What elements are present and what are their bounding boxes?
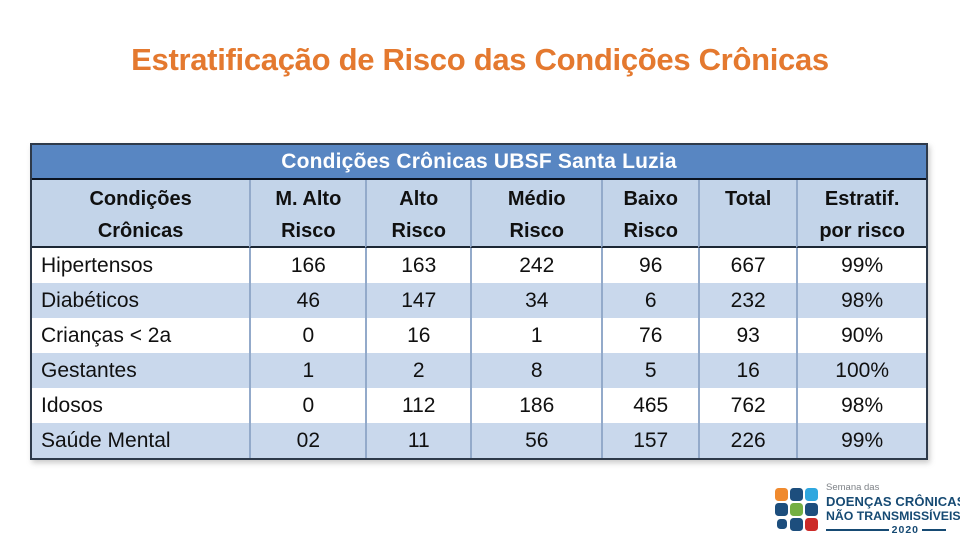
table-cell: 11 [365, 423, 471, 458]
table-cell: 16 [365, 318, 471, 353]
logo-tagline: Semana das [826, 482, 880, 493]
table-cell: Saúde Mental [32, 423, 250, 458]
mosaic-square-orange [775, 487, 788, 501]
table-cell: 147 [365, 283, 471, 318]
column-header-medio-risco: Médio Risco [470, 180, 602, 248]
logo-text: Semana das DOENÇAS CRÔNICAS NÃO TRANSMIS… [826, 482, 960, 536]
table-cell: Hipertensos [32, 248, 250, 283]
table-cell: 56 [470, 423, 602, 458]
table-cell: 90% [796, 318, 926, 353]
mosaic-square-navy [805, 502, 818, 516]
table-cell: 226 [698, 423, 797, 458]
table-cell: 93 [698, 318, 797, 353]
table-cell: 2 [365, 353, 471, 388]
table-cell: Idosos [32, 388, 250, 423]
table-cell: 166 [249, 248, 366, 283]
table-cell: 96 [601, 248, 698, 283]
year-divider-line [826, 529, 889, 531]
table-cell: 186 [470, 388, 602, 423]
mosaic-square-navy [775, 502, 788, 516]
mosaic-square-green [790, 502, 803, 516]
table-cell: 667 [698, 248, 797, 283]
table-cell: 157 [601, 423, 698, 458]
table-cell: 02 [249, 423, 366, 458]
table-cell: 46 [249, 283, 366, 318]
table-cell: 76 [601, 318, 698, 353]
mosaic-square-navy-small [776, 519, 787, 529]
table-cell: 99% [796, 423, 926, 458]
table-cell: 98% [796, 388, 926, 423]
table-cell: 1 [470, 318, 602, 353]
table-cell: 465 [601, 388, 698, 423]
logo-year: 2020 [891, 524, 919, 536]
campaign-logo: Semana das DOENÇAS CRÔNICAS NÃO TRANSMIS… [775, 482, 960, 536]
table-cell: Diabéticos [32, 283, 250, 318]
mosaic-square-navy [790, 487, 803, 501]
table-cell: 0 [249, 318, 366, 353]
table-cell: 232 [698, 283, 797, 318]
table-cell: Gestantes [32, 353, 250, 388]
table-cell: 112 [365, 388, 471, 423]
mosaic-square-red [805, 517, 818, 531]
table-cell: 5 [601, 353, 698, 388]
column-header-condicoes: Condições Crônicas [32, 180, 250, 248]
table-cell: 98% [796, 283, 926, 318]
logo-title-line2: NÃO TRANSMISSÍVEIS [826, 509, 960, 523]
logo-title-line1: DOENÇAS CRÔNICAS [826, 494, 960, 509]
table-cell: Crianças < 2a [32, 318, 250, 353]
column-header-baixo-risco: Baixo Risco [601, 180, 698, 248]
table-cell: 34 [470, 283, 602, 318]
table-cell: 762 [698, 388, 797, 423]
column-header-estratif: Estratif. por risco [796, 180, 926, 248]
table-title: Condições Crônicas UBSF Santa Luzia [32, 145, 926, 180]
column-header-alto-risco: Alto Risco [365, 180, 471, 248]
table-cell: 99% [796, 248, 926, 283]
slide-title: Estratificação de Risco das Condições Cr… [131, 42, 829, 77]
mosaic-square-cyan [805, 487, 818, 501]
year-divider-line [922, 529, 946, 531]
mosaic-squares-icon [775, 487, 818, 531]
table-cell: 163 [365, 248, 471, 283]
table-cell: 6 [601, 283, 698, 318]
column-header-m-alto-risco: M. Alto Risco [249, 180, 366, 248]
column-header-total: Total [698, 180, 797, 248]
logo-year-row: 2020 [826, 524, 946, 536]
table-cell: 16 [698, 353, 797, 388]
mosaic-square-navy [790, 517, 803, 531]
table-grid: Condições Crônicas M. Alto Risco Alto Ri… [32, 180, 926, 458]
table-cell: 0 [249, 388, 366, 423]
risk-stratification-table: Condições Crônicas UBSF Santa Luzia Cond… [30, 143, 928, 460]
table-cell: 1 [249, 353, 366, 388]
table-cell: 242 [470, 248, 602, 283]
table-cell: 8 [470, 353, 602, 388]
table-cell: 100% [796, 353, 926, 388]
